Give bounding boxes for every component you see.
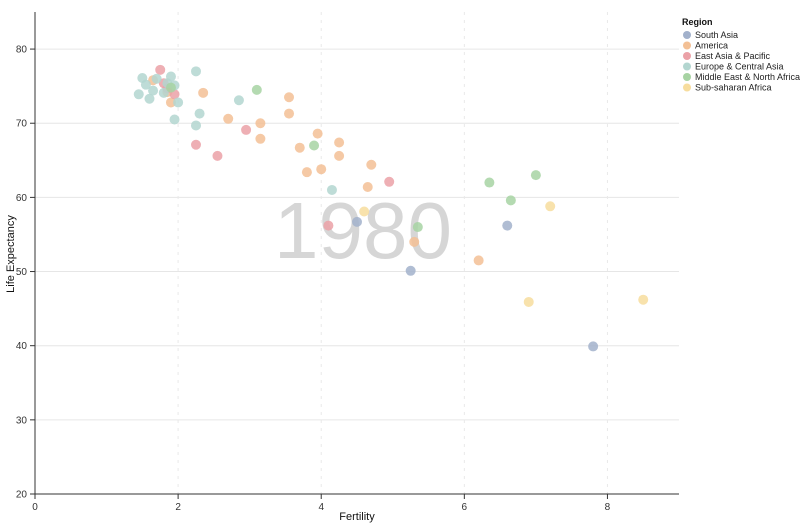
legend-item-label: Middle East & North Africa xyxy=(695,72,800,82)
data-point xyxy=(233,95,244,106)
x-tick-label: 8 xyxy=(605,502,611,513)
data-point xyxy=(198,87,209,98)
data-point xyxy=(352,216,362,227)
data-point xyxy=(530,170,541,181)
y-tick-label: 40 xyxy=(16,341,28,352)
data-point xyxy=(191,120,201,131)
legend-item-label: Sub-saharan Africa xyxy=(695,83,772,93)
data-point xyxy=(359,206,370,217)
series-south-asia xyxy=(352,216,599,352)
data-point xyxy=(638,294,649,305)
data-point xyxy=(284,92,295,103)
data-point xyxy=(312,128,323,139)
series-middle-east-north-africa xyxy=(165,82,541,233)
data-point xyxy=(334,150,345,161)
y-tick-label: 30 xyxy=(16,415,28,426)
data-point xyxy=(165,97,176,108)
x-tick-label: 4 xyxy=(318,502,324,513)
data-point xyxy=(165,82,176,93)
data-point xyxy=(316,164,327,175)
data-point xyxy=(140,79,151,90)
year-watermark: 1980 xyxy=(274,186,452,275)
data-point xyxy=(323,220,334,231)
data-point xyxy=(284,108,295,119)
data-point xyxy=(251,84,262,95)
data-point xyxy=(326,184,337,195)
data-point xyxy=(484,177,495,188)
data-point xyxy=(191,139,201,150)
x-tick-label: 0 xyxy=(32,502,38,513)
data-point xyxy=(334,137,345,148)
data-point xyxy=(241,124,252,135)
legend-item-label: South Asia xyxy=(695,30,738,40)
data-point xyxy=(173,97,184,108)
y-tick-label: 70 xyxy=(16,119,28,130)
data-point xyxy=(151,73,162,84)
y-tick-label: 80 xyxy=(16,45,28,56)
data-point xyxy=(588,341,599,352)
data-point xyxy=(409,236,420,247)
data-point xyxy=(148,85,159,96)
data-point xyxy=(144,93,155,104)
legend-item-label: America xyxy=(695,41,728,51)
series-sub-saharan-africa xyxy=(359,201,649,307)
data-point xyxy=(502,220,513,231)
data-point xyxy=(194,108,205,119)
data-point xyxy=(255,133,266,144)
legend-item-label: East Asia & Pacific xyxy=(695,51,771,61)
legend-swatch xyxy=(683,52,691,60)
data-point xyxy=(212,150,223,161)
data-point xyxy=(169,114,180,125)
y-tick-label: 60 xyxy=(16,193,28,204)
data-point xyxy=(158,87,169,98)
data-point xyxy=(505,195,516,206)
legend-swatch xyxy=(683,62,691,71)
data-point xyxy=(133,89,144,100)
data-point xyxy=(191,66,201,77)
data-point xyxy=(255,118,266,129)
x-axis-title: Fertility xyxy=(339,511,375,523)
data-point xyxy=(301,167,312,178)
data-point xyxy=(223,113,234,124)
legend-swatch xyxy=(683,31,691,39)
y-axis-title: Life Expectancy xyxy=(5,215,17,293)
data-point xyxy=(473,255,484,266)
data-point xyxy=(384,176,395,187)
legend-item-label: Europe & Central Asia xyxy=(695,62,784,72)
data-point xyxy=(366,159,377,170)
data-point xyxy=(362,182,373,193)
data-point xyxy=(523,296,534,307)
data-point xyxy=(165,71,176,82)
x-tick-label: 2 xyxy=(175,502,181,513)
data-points xyxy=(133,64,649,352)
x-tick-label: 6 xyxy=(462,502,468,513)
y-tick-label: 20 xyxy=(16,490,28,501)
legend-swatch xyxy=(683,83,691,92)
series-europe-central-asia xyxy=(133,66,337,195)
data-point xyxy=(412,222,423,233)
data-point xyxy=(545,201,556,212)
data-point xyxy=(155,64,166,75)
data-point xyxy=(309,140,320,151)
axes: 20 30 40 50 60 70 80 0 2 4 6 8 xyxy=(16,12,679,513)
legend-swatch xyxy=(683,41,691,50)
legend-swatch xyxy=(683,73,691,81)
y-tick-label: 50 xyxy=(16,267,28,278)
data-point xyxy=(294,142,305,153)
legend-title: Region xyxy=(682,17,713,27)
data-point xyxy=(405,265,416,276)
